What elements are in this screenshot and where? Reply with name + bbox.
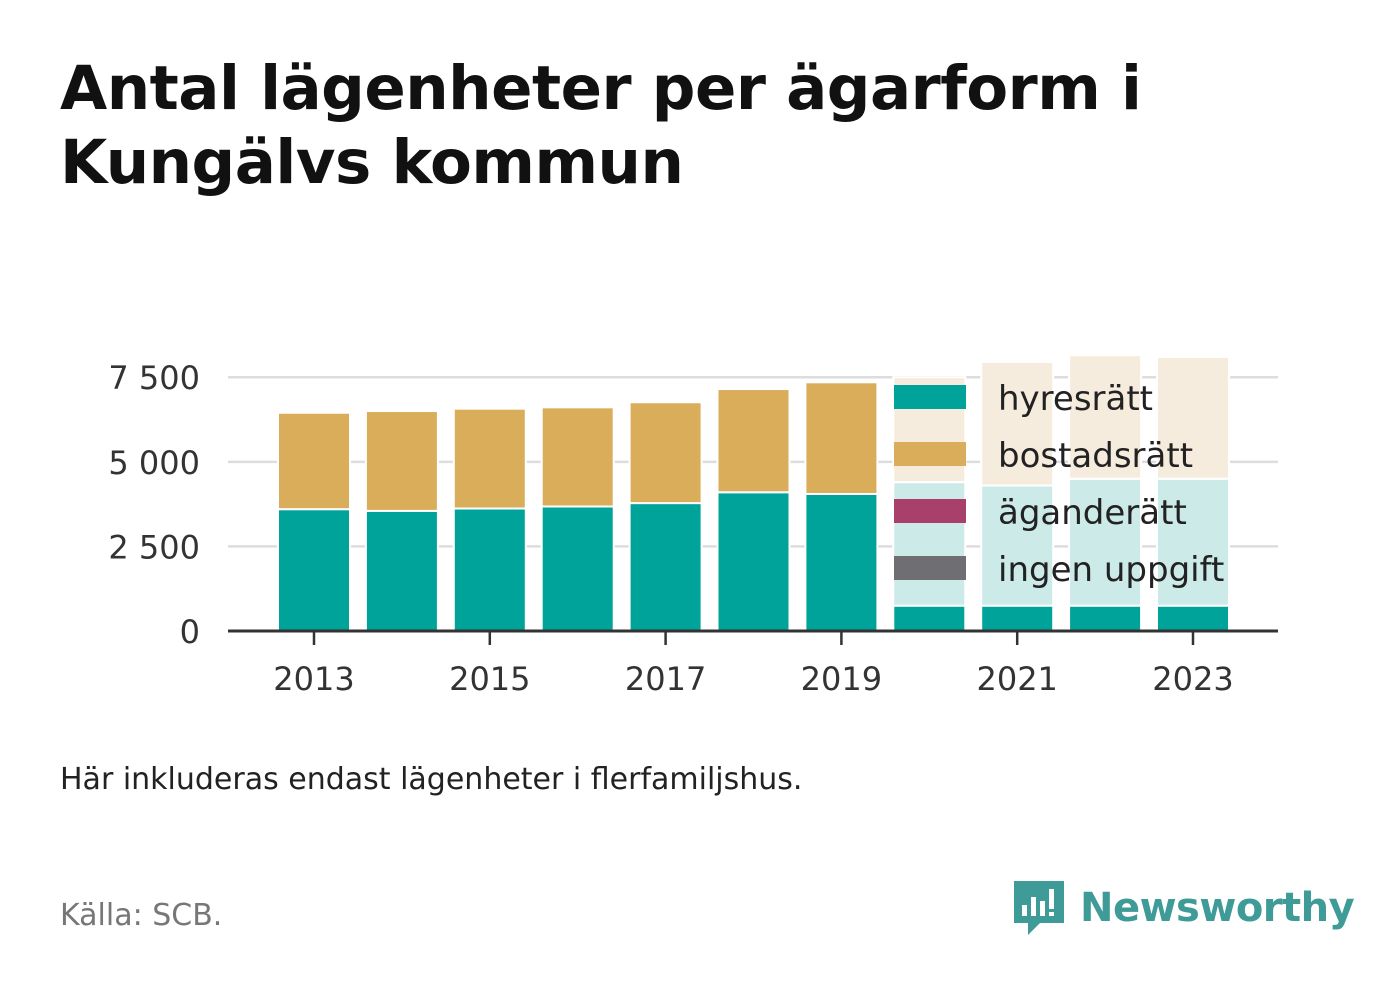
legend-label: hyresrätt	[998, 379, 1153, 419]
legend-swatch	[894, 556, 966, 580]
bar-segment	[540, 406, 615, 508]
bar-segment	[892, 604, 967, 632]
x-tick-label: 2021	[976, 660, 1057, 698]
y-tick-label: 7 500	[108, 359, 200, 397]
bar-segment	[804, 381, 879, 495]
x-tick-label: 2017	[625, 660, 706, 698]
y-tick-label: 5 000	[108, 444, 200, 482]
newsworthy-logo-icon	[1014, 881, 1064, 935]
legend-swatch	[894, 442, 966, 466]
bar-segment	[452, 507, 527, 633]
legend-swatch	[894, 499, 966, 523]
brand-logo: Newsworthy	[1010, 876, 1355, 940]
x-tick-label: 2023	[1152, 660, 1233, 698]
bar-segment	[277, 411, 351, 511]
bar-segment-faded	[1068, 354, 1143, 480]
y-tick-label: 2 500	[108, 528, 200, 566]
bar-segment-faded	[1068, 477, 1143, 607]
bar-segment	[628, 401, 703, 505]
x-tick-label: 2015	[449, 660, 530, 698]
legend-label: bostadsrätt	[998, 436, 1193, 476]
x-tick-label: 2019	[801, 660, 882, 698]
bar-segment	[1156, 604, 1230, 632]
bar-segment	[716, 491, 791, 633]
bar-segment	[628, 502, 703, 632]
source-text: Källa: SCB.	[60, 898, 223, 933]
legend-label: äganderätt	[998, 493, 1187, 533]
y-tick-label: 0	[180, 613, 200, 651]
x-tick-label: 2013	[273, 660, 354, 698]
bar-segment-faded	[1156, 355, 1230, 480]
bar-segment	[277, 508, 351, 632]
legend-swatch	[894, 385, 966, 409]
bar-segment	[716, 388, 791, 494]
bar-segment	[364, 509, 439, 632]
bar-segment	[1068, 604, 1143, 632]
bar-segment	[980, 604, 1055, 632]
chart-note: Här inkluderas endast lägenheter i flerf…	[60, 762, 803, 797]
chart-title: Antal lägenheter per ägarform i Kungälvs…	[60, 53, 1142, 198]
bar-segment	[452, 407, 527, 510]
axes: 0 2 500 5 000 7 500 2013 2015 2017 2019 2021 2023	[108, 359, 1278, 698]
bar-segment	[540, 505, 615, 632]
legend: hyresrätt bostadsrätt äganderätt ingen uppg…	[894, 379, 1224, 590]
brand-name: Newsworthy	[1080, 885, 1355, 931]
legend-label: ingen uppgift	[998, 550, 1224, 590]
bar-segment	[364, 410, 439, 512]
bar-segment-faded	[980, 484, 1055, 607]
bar-segment	[804, 492, 879, 632]
bar-segment-faded	[980, 360, 1055, 487]
